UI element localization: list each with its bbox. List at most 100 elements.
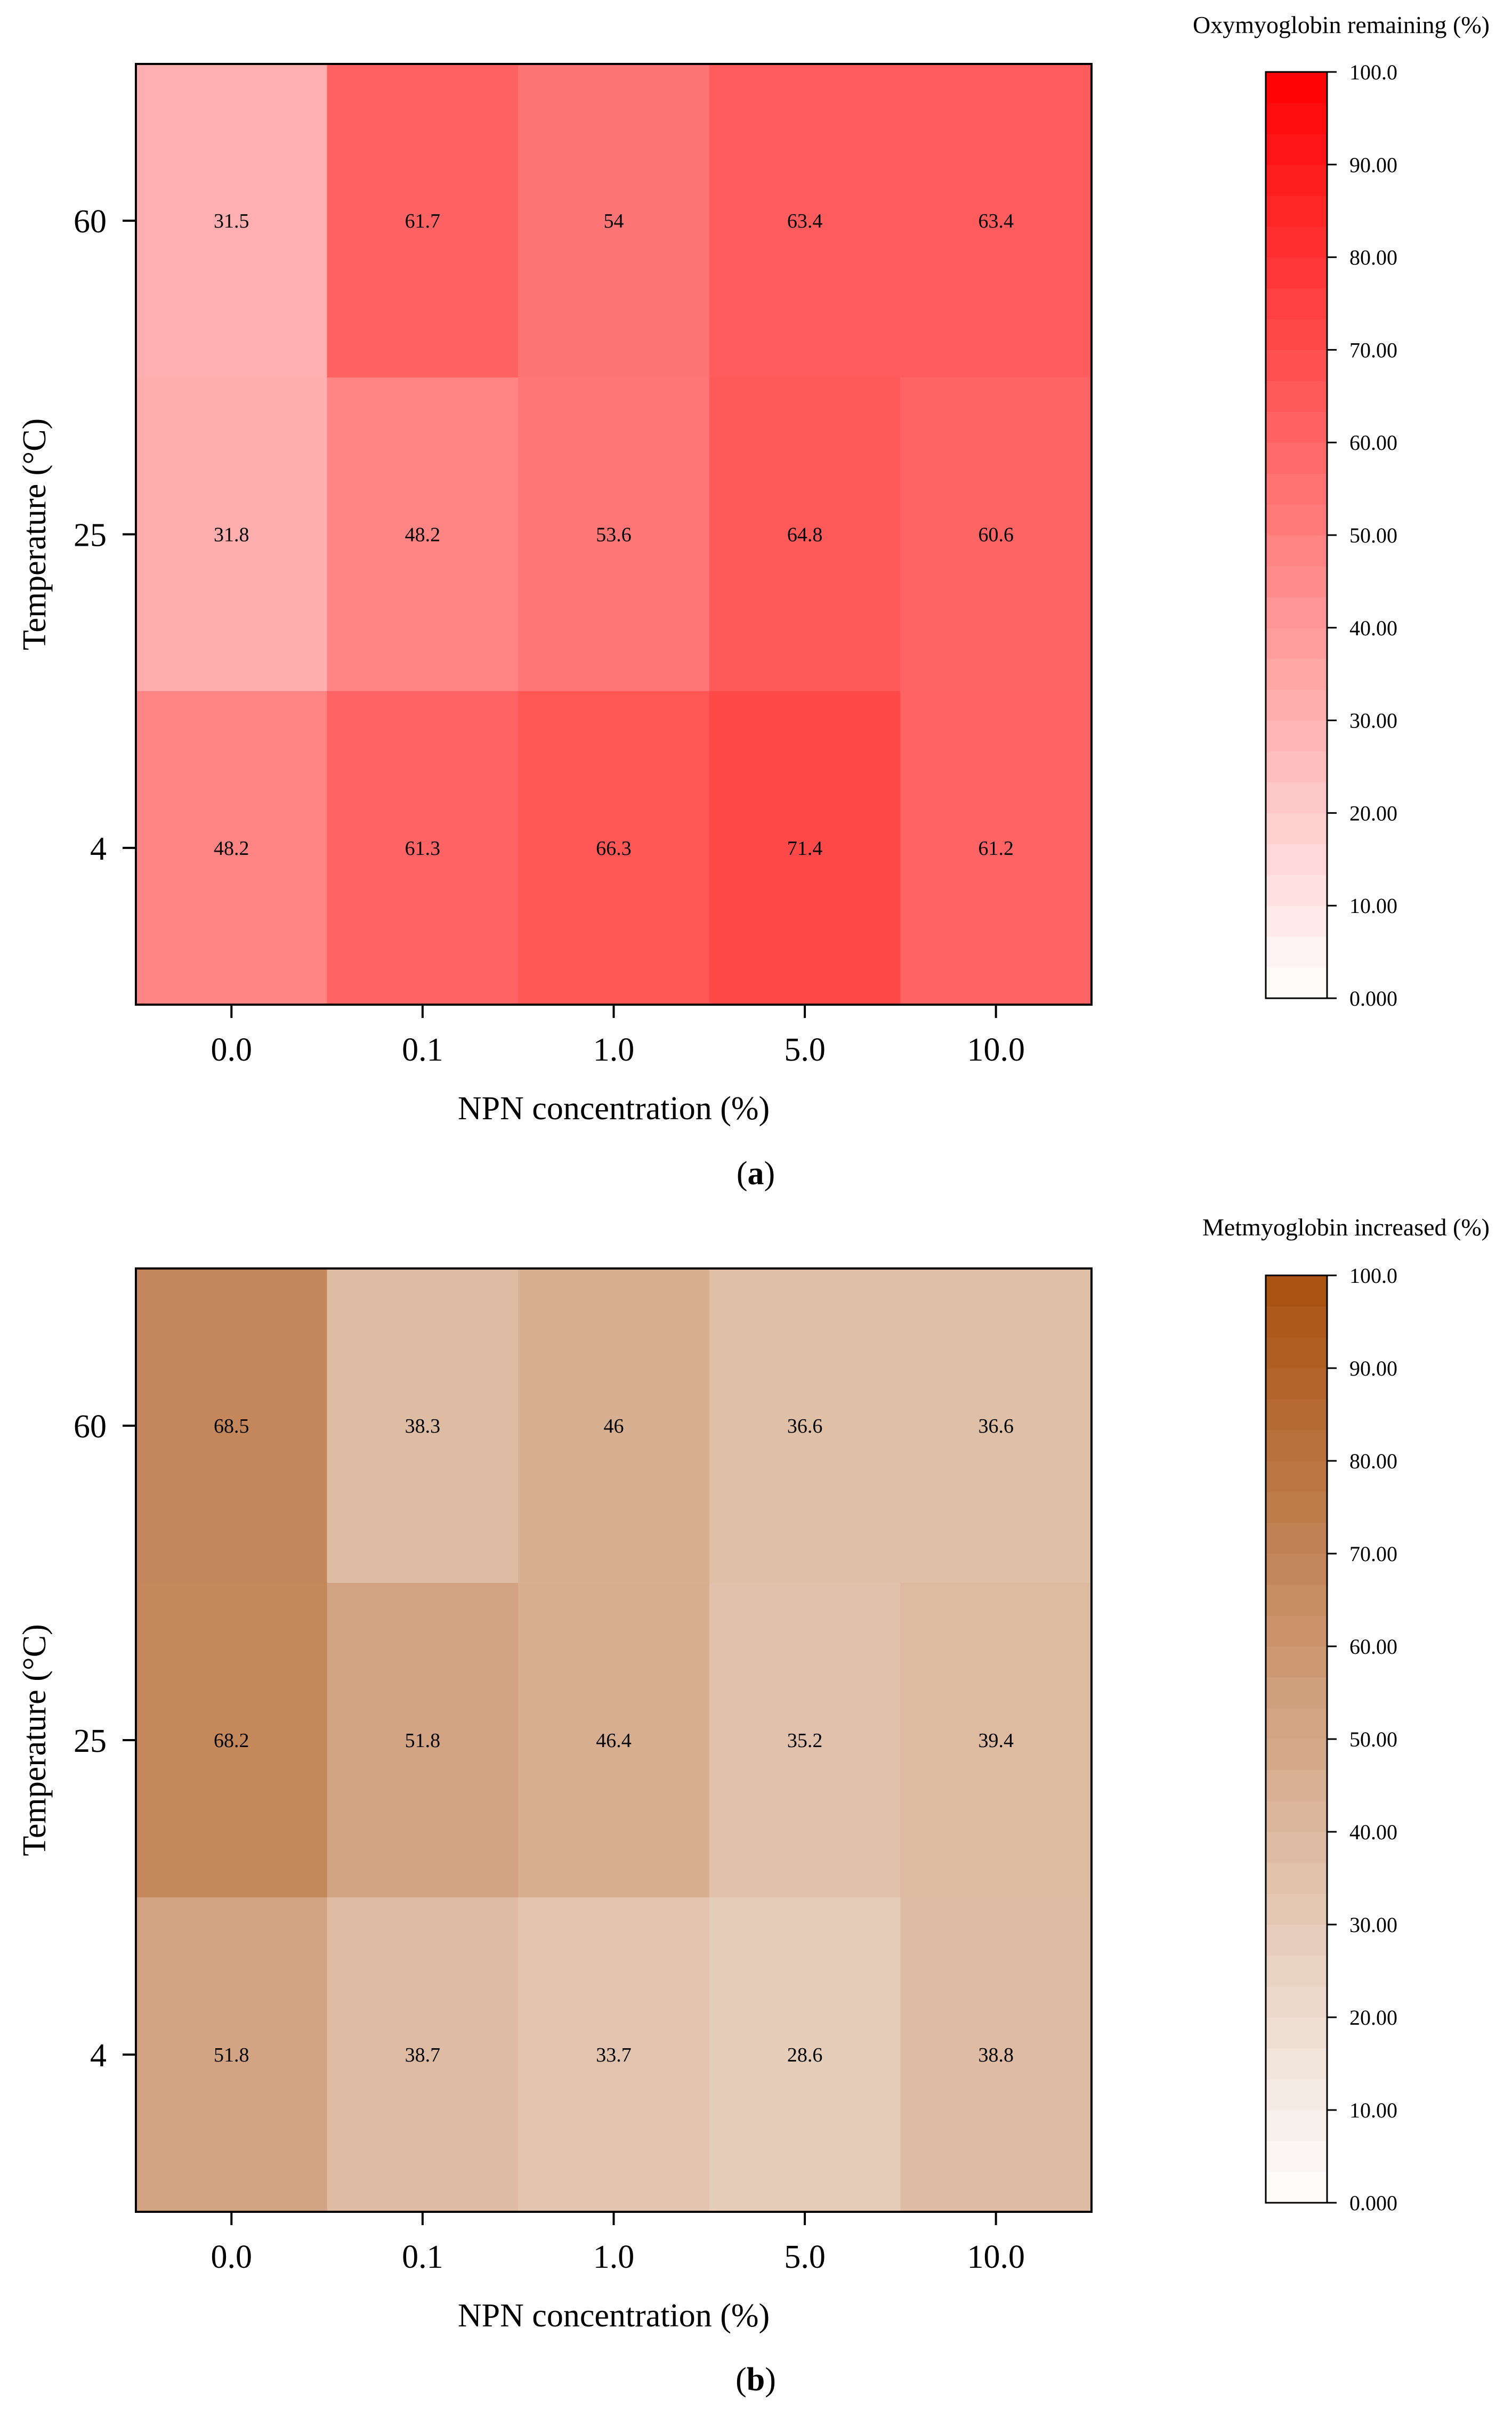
cell-value-label: 39.4 — [978, 1729, 1014, 1752]
heatmap-cell — [709, 64, 901, 378]
colorbar-tick-label: 50.00 — [1349, 523, 1397, 547]
colorbar-segment — [1266, 1986, 1327, 2018]
x-tick-label: 5.0 — [784, 1032, 826, 1068]
colorbar: 0.000 10.00 20.00 30.00 40.00 50.00 60.00 70.00… — [1193, 11, 1490, 1011]
y-axis: 60 25 4 — [74, 1409, 136, 2074]
heatmap-cells: 68.5 38.3 46 36.6 36.6 68.2 51.8 46.4 35.2 39.4 51… — [136, 1268, 1092, 2212]
colorbar-tick-label: 100.0 — [1349, 60, 1397, 84]
colorbar-tick-label: 100.0 — [1349, 1264, 1397, 1288]
colorbar-tick-label: 30.00 — [1349, 1913, 1397, 1937]
colorbar-tick-label: 80.00 — [1349, 1449, 1397, 1473]
x-tick-label: 0.1 — [402, 2239, 443, 2275]
colorbar-segment — [1266, 658, 1327, 690]
colorbar-segment — [1266, 813, 1327, 844]
cell-value-label: 35.2 — [787, 1729, 823, 1752]
cell-value-label: 61.3 — [405, 837, 441, 860]
colorbar-segment — [1266, 1275, 1327, 1307]
heatmap-cell — [136, 1583, 328, 1898]
x-tick-label: 0.0 — [211, 2239, 253, 2275]
y-tick-label: 4 — [90, 831, 107, 867]
colorbar-segment — [1266, 411, 1327, 443]
cell-value-label: 63.4 — [978, 210, 1014, 232]
colorbar-segment — [1266, 1708, 1327, 1740]
colorbar-segment — [1266, 1955, 1327, 1987]
colorbar-segment — [1266, 257, 1327, 289]
heatmap-cell — [327, 1268, 519, 1583]
colorbar-tick-label: 90.00 — [1349, 153, 1397, 177]
colorbar-tick-label: 30.00 — [1349, 709, 1397, 733]
cell-value-label: 48.2 — [405, 524, 441, 546]
heatmap-cell — [327, 691, 519, 1005]
heatmap-cell — [327, 64, 519, 378]
cell-value-label: 38.8 — [978, 2044, 1014, 2066]
colorbar-tick-label: 10.00 — [1349, 894, 1397, 918]
heatmap-cell — [518, 1897, 710, 2212]
y-axis-title: Temperature (°C) — [17, 418, 53, 650]
colorbar-segment — [1266, 1739, 1327, 1771]
cell-value-label: 64.8 — [787, 524, 823, 546]
colorbar-segment — [1266, 1306, 1327, 1338]
colorbar-segment — [1266, 504, 1327, 536]
colorbar-tick-label: 0.000 — [1349, 987, 1397, 1011]
cell-value-label: 51.8 — [405, 1729, 441, 1752]
colorbar-segment — [1266, 1677, 1327, 1709]
colorbar-segment — [1266, 906, 1327, 937]
colorbar-tick-label: 60.00 — [1349, 1635, 1397, 1659]
heatmap-cell — [709, 1583, 901, 1898]
heatmap-cells: 31.5 61.7 54 63.4 63.4 31.8 48.2 53.6 64.8 60.6 48… — [136, 64, 1092, 1005]
colorbar-tick-label: 80.00 — [1349, 246, 1397, 270]
colorbar-segment — [1266, 319, 1327, 350]
x-tick-label: 10.0 — [967, 1032, 1025, 1068]
x-tick-label: 0.0 — [211, 1032, 253, 1068]
cell-value-label: 36.6 — [978, 1415, 1014, 1437]
heatmap-cell — [136, 691, 328, 1005]
x-axis-title: NPN concentration (%) — [458, 2298, 770, 2334]
colorbar-segment — [1266, 381, 1327, 412]
cell-value-label: 71.4 — [787, 837, 823, 860]
colorbar-segment — [1266, 133, 1327, 165]
colorbar-segment — [1266, 936, 1327, 968]
colorbar-segment — [1266, 2110, 1327, 2141]
colorbar-segment — [1266, 1585, 1327, 1616]
colorbar-title: Metmyoglobin increased (%) — [1202, 1214, 1490, 1241]
heatmap-cell — [518, 691, 710, 1005]
x-axis: 0.0 0.1 1.0 5.0 10.0 — [211, 1005, 1025, 1068]
colorbar: 0.000 10.00 20.00 30.00 40.00 50.00 60.00 70.00… — [1202, 1214, 1490, 2215]
colorbar-tick-label: 70.00 — [1349, 1542, 1397, 1566]
colorbar-segment — [1266, 102, 1327, 134]
colorbar-segment — [1266, 1863, 1327, 1894]
cell-value-label: 31.8 — [214, 524, 249, 546]
heatmap-cell — [709, 1897, 901, 2212]
heatmap-cell — [900, 1897, 1092, 2212]
colorbar-segment — [1266, 782, 1327, 813]
colorbar-segment — [1266, 1801, 1327, 1832]
heatmap-cell — [900, 691, 1092, 1005]
y-axis: 60 25 4 — [74, 204, 136, 867]
cell-value-label: 48.2 — [214, 837, 249, 860]
y-tick-label: 4 — [90, 2038, 107, 2074]
colorbar-segment — [1266, 473, 1327, 505]
cell-value-label: 63.4 — [787, 210, 823, 232]
colorbar-tick-label: 20.00 — [1349, 2006, 1397, 2030]
colorbar-tick-label: 20.00 — [1349, 801, 1397, 825]
colorbar-segment — [1266, 1399, 1327, 1430]
y-tick-label: 60 — [74, 204, 107, 240]
heatmap-cell — [709, 691, 901, 1005]
colorbar-segment — [1266, 288, 1327, 320]
heatmap-cell — [518, 1583, 710, 1898]
colorbar-tick-label: 10.00 — [1349, 2098, 1397, 2122]
colorbar-segment — [1266, 627, 1327, 659]
colorbar-segment — [1266, 350, 1327, 381]
heatmap-cell — [136, 1897, 328, 2212]
colorbar-segment — [1266, 2017, 1327, 2049]
colorbar-segment — [1266, 442, 1327, 474]
colorbar-segment — [1266, 2048, 1327, 2080]
y-axis-title: Temperature (°C) — [17, 1624, 53, 1856]
heatmap-cell — [327, 377, 519, 692]
colorbar-segment — [1266, 967, 1327, 999]
colorbar-segment — [1266, 1615, 1327, 1647]
colorbar-tick-label: 40.00 — [1349, 1820, 1397, 1844]
colorbar-segment — [1266, 535, 1327, 567]
cell-value-label: 38.7 — [405, 2044, 441, 2066]
cell-value-label: 66.3 — [596, 837, 632, 860]
